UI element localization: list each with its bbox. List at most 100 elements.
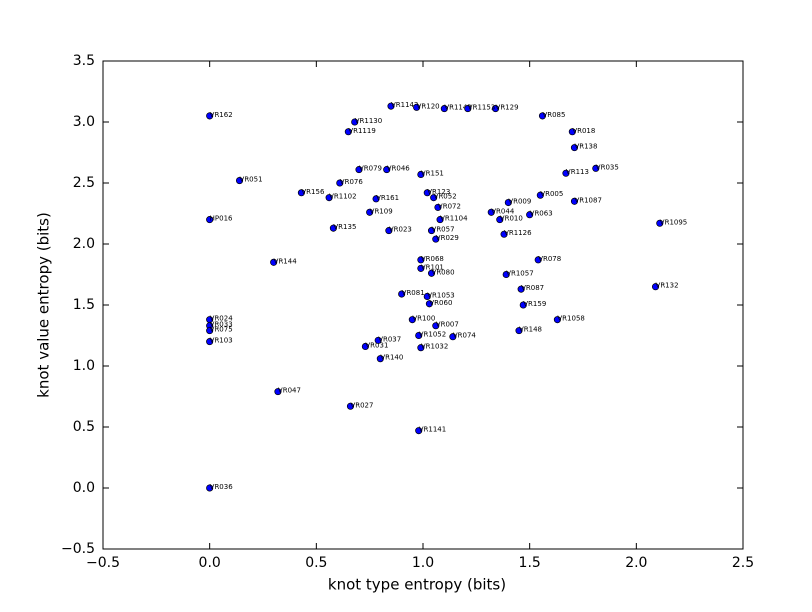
point — [387, 102, 395, 110]
y-tick-label: 2.0 — [73, 236, 95, 252]
x-axis-label: knot type entropy (bits) — [328, 576, 506, 594]
point-label: VR036 — [210, 483, 234, 491]
point-label: VR148 — [519, 326, 542, 334]
y-tick-label: 3.0 — [73, 114, 95, 130]
point — [336, 179, 344, 187]
point-label: VR031 — [365, 341, 388, 349]
x-tick-label: 2.0 — [625, 555, 647, 571]
point — [398, 290, 406, 298]
point-label: VR075 — [210, 326, 233, 334]
x-tick-label: 0.5 — [305, 555, 327, 571]
point-label: VR161 — [376, 194, 399, 202]
point — [415, 331, 423, 340]
point — [553, 316, 561, 324]
point — [570, 197, 579, 205]
point-label: VR044 — [491, 207, 515, 215]
point-label: VR1058 — [557, 315, 584, 323]
y-tick-label: 0.0 — [73, 480, 95, 496]
point — [351, 118, 359, 126]
point — [383, 166, 391, 174]
point — [366, 208, 374, 216]
point — [502, 270, 510, 279]
point-label: VR081 — [402, 289, 425, 297]
point — [487, 208, 495, 216]
point — [425, 300, 433, 308]
point — [417, 264, 425, 272]
x-tick-label: 1.5 — [519, 555, 541, 571]
point-label: VR1087 — [574, 196, 601, 204]
point — [206, 327, 214, 335]
point-label: VR046 — [387, 165, 411, 173]
point — [417, 170, 425, 179]
point — [206, 338, 214, 346]
point — [417, 256, 425, 264]
point-label: VR159 — [523, 300, 546, 308]
point — [408, 316, 416, 324]
point-label: VR076 — [340, 178, 364, 186]
point-label: VR1052 — [419, 331, 446, 339]
plot-frame — [102, 60, 744, 550]
y-axis-label: knot value entropy (bits) — [35, 212, 53, 398]
point — [432, 322, 440, 330]
point — [385, 227, 393, 235]
point — [329, 224, 337, 232]
point — [413, 103, 421, 111]
point-label: VR138 — [574, 143, 597, 151]
point-label: VR144 — [274, 257, 298, 265]
point-label: VR1102 — [329, 193, 356, 201]
point-label: VR085 — [542, 111, 565, 119]
y-tick-label: 2.5 — [73, 175, 95, 191]
point-label: VR1119 — [348, 127, 375, 135]
point-label: VR1142 — [391, 101, 418, 109]
point — [423, 189, 431, 197]
y-tick-label: 1.0 — [73, 358, 95, 374]
point-label: VR156 — [301, 188, 325, 196]
point-label: VR063 — [530, 210, 553, 218]
point-label: VR079 — [359, 165, 382, 173]
point-label: VR060 — [429, 299, 452, 307]
point-label: VR018 — [572, 127, 595, 135]
point — [235, 177, 244, 185]
point-label: VR162 — [210, 111, 233, 119]
point-label: VR027 — [350, 401, 373, 409]
point-label: VR033 — [210, 321, 233, 329]
point — [206, 216, 214, 224]
point-label: VR101 — [421, 263, 444, 271]
point — [432, 235, 440, 243]
point-label: VR005 — [540, 190, 563, 198]
point-label: VR029 — [436, 234, 459, 242]
point — [500, 230, 508, 238]
point-label: VR1141 — [419, 426, 446, 434]
point-label: VR1095 — [660, 218, 687, 226]
point — [415, 427, 423, 435]
point-label: VR103 — [210, 337, 233, 345]
point-label: VR123 — [427, 188, 450, 196]
point-label: VR140 — [380, 354, 403, 362]
point-label: VR113 — [566, 168, 589, 176]
point — [427, 227, 436, 235]
point — [440, 105, 448, 113]
point-label: VR024 — [210, 315, 234, 323]
point — [361, 342, 369, 351]
point — [504, 198, 512, 207]
point — [464, 105, 472, 113]
point — [656, 219, 664, 227]
point — [274, 388, 282, 396]
point — [270, 258, 278, 266]
point-label: VR007 — [436, 321, 459, 329]
point — [427, 269, 436, 277]
point-label: VR1032 — [421, 343, 448, 351]
point-label: VR1143 — [444, 104, 471, 112]
point-label: HP016 — [210, 215, 233, 223]
point — [449, 333, 457, 341]
point-label: VR009 — [508, 198, 531, 206]
point — [536, 191, 544, 199]
point-label: VR151 — [421, 169, 444, 177]
point — [355, 166, 363, 174]
point — [374, 336, 382, 344]
point-label: VR068 — [421, 255, 444, 263]
point — [325, 194, 333, 202]
